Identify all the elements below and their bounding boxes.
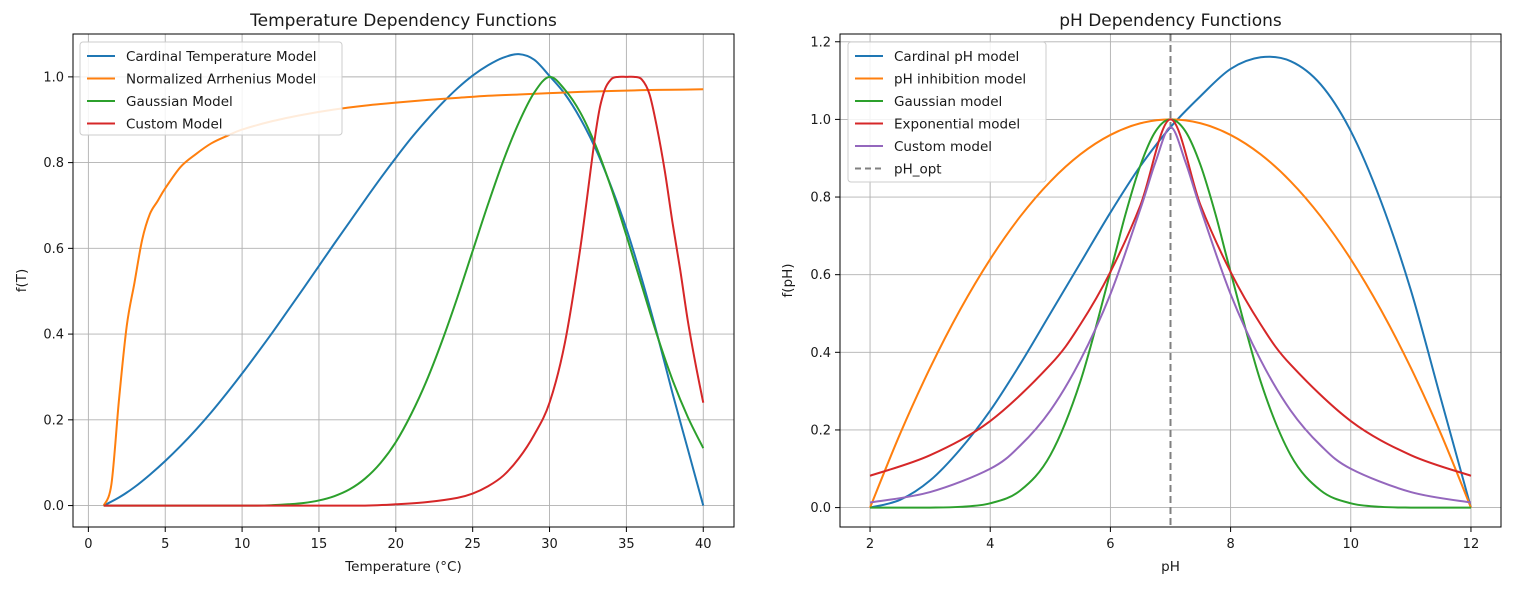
temp-legend-label-2: Gaussian Model	[126, 94, 233, 110]
temp-ytick-label-3: 0.6	[43, 242, 64, 257]
ph-legend-label-2: Gaussian model	[894, 94, 1002, 110]
temp-series-line-1	[102, 88, 704, 506]
temp-xtick-label-2: 10	[234, 537, 251, 552]
ph-series-line-3	[869, 118, 1472, 477]
temp-ytick-label-4: 0.8	[43, 156, 64, 171]
ph-ytick-label-2: 0.4	[810, 346, 831, 361]
ph-series-line-4	[869, 126, 1472, 504]
temp-y-axis-label: f(T)	[14, 269, 30, 293]
temp-xtick-label-4: 20	[388, 537, 405, 552]
temp-chart-title: Temperature Dependency Functions	[249, 11, 557, 31]
ph-legend: Cardinal pH model pH inhibition model Gaus…	[847, 41, 1047, 183]
temp-xtick-label-3: 15	[311, 537, 328, 552]
ph-xtick-label-1: 4	[986, 537, 994, 552]
temp-x-axis-label: Temperature (°C)	[344, 559, 462, 575]
ph-xtick-label-3: 8	[1226, 537, 1234, 552]
ph-x-axis-label: pH	[1161, 559, 1180, 575]
temp-legend: Cardinal Temperature Model Normalized Arr…	[79, 41, 343, 136]
ph-legend-label-1: pH inhibition model	[894, 72, 1026, 88]
ph-legend-label-0: Cardinal pH model	[894, 49, 1019, 65]
ph-legend-box	[847, 41, 1047, 183]
ph-legend-label-5: pH_opt	[894, 162, 942, 178]
ph-ytick-label-6: 1.2	[810, 35, 831, 50]
ph-xtick-label-5: 12	[1463, 537, 1480, 552]
ph-ytick-label-4: 0.8	[810, 191, 831, 206]
temp-ytick-label-2: 0.4	[43, 328, 64, 343]
temp-plot-frame	[72, 33, 735, 528]
ph-chart-title: pH Dependency Functions	[1059, 11, 1282, 31]
ph-legend-label-3: Exponential model	[894, 117, 1020, 133]
temp-xtick-label-7: 35	[618, 537, 635, 552]
temp-ytick-label-1: 0.2	[43, 413, 64, 428]
temp-ytick-label-0: 0.0	[43, 499, 64, 514]
temp-xtick-label-1: 5	[161, 537, 169, 552]
temp-legend-box	[79, 41, 343, 136]
temp-legend-label-0: Cardinal Temperature Model	[126, 49, 317, 65]
temp-xtick-label-6: 30	[541, 537, 558, 552]
temp-xtick-label-8: 40	[695, 537, 712, 552]
temp-ytick-label-5: 1.0	[43, 70, 64, 85]
ph-legend-label-4: Custom model	[894, 139, 992, 155]
ph-ytick-label-0: 0.0	[810, 501, 831, 516]
ph-chart-panel: 2 4 6 8 10 12 0.0 0.2 0.4 0.6 0.8 1.0 1.2 pH Dependen…	[780, 11, 1502, 575]
ph-plot-frame	[839, 33, 1502, 528]
ph-xtick-label-4: 10	[1342, 537, 1359, 552]
temp-xtick-label-5: 25	[464, 537, 481, 552]
ph-ytick-label-1: 0.2	[810, 423, 831, 438]
ph-xtick-label-2: 6	[1106, 537, 1114, 552]
ph-ytick-label-5: 1.0	[810, 113, 831, 128]
ph-xtick-label-0: 2	[866, 537, 874, 552]
ph-ytick-label-3: 0.6	[810, 268, 831, 283]
temp-legend-label-3: Custom Model	[126, 117, 223, 133]
temp-legend-label-1: Normalized Arrhenius Model	[126, 72, 316, 88]
temp-xtick-label-0: 0	[84, 537, 92, 552]
temp-series-line-2	[103, 75, 705, 507]
ph-y-axis-label: f(pH)	[780, 263, 796, 297]
temp-chart-panel: 0 5 10 15 20 25 30 35 40 0.0 0.2 0.4 0.6 0.8 1.0 Temper…	[14, 11, 735, 575]
temp-series-line-3	[103, 75, 705, 507]
